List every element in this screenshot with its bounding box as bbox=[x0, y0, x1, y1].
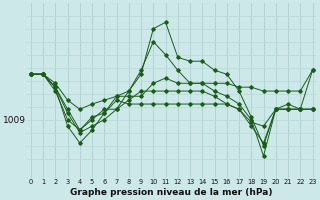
X-axis label: Graphe pression niveau de la mer (hPa): Graphe pression niveau de la mer (hPa) bbox=[70, 188, 273, 197]
